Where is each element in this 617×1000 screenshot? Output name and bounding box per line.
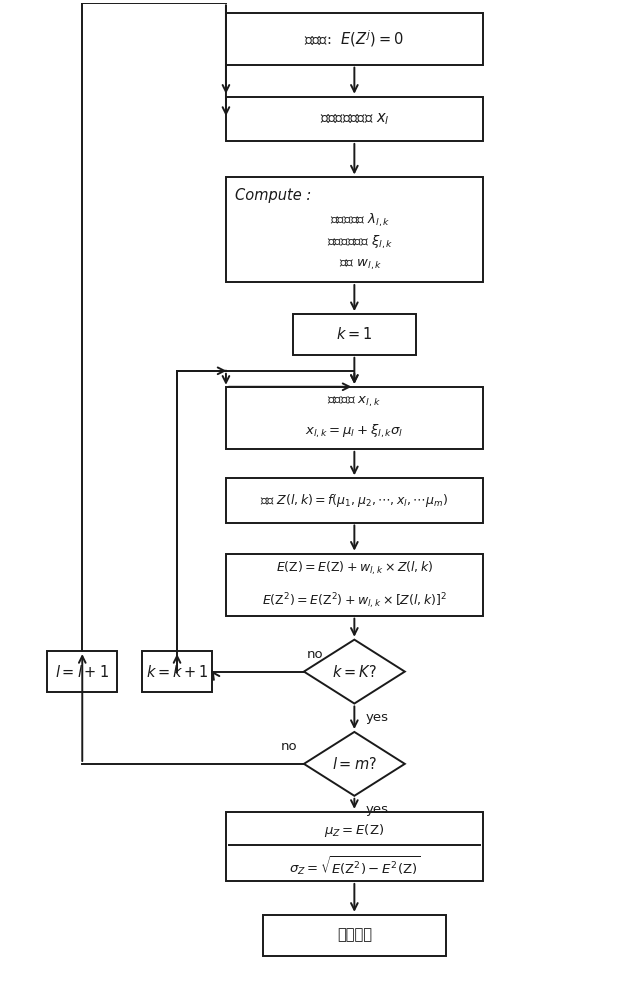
Text: $k=1$: $k=1$ bbox=[336, 326, 373, 342]
FancyBboxPatch shape bbox=[226, 554, 482, 616]
Text: $E(\mathrm{Z}^2)=E(\mathrm{Z}^2)+w_{l,k}\times[Z(l,k)]^2$: $E(\mathrm{Z}^2)=E(\mathrm{Z}^2)+w_{l,k}… bbox=[262, 591, 447, 611]
Polygon shape bbox=[304, 732, 405, 796]
FancyBboxPatch shape bbox=[293, 314, 415, 355]
Text: $k=k+1$: $k=k+1$ bbox=[146, 664, 209, 680]
FancyBboxPatch shape bbox=[226, 13, 482, 65]
FancyBboxPatch shape bbox=[226, 478, 482, 523]
Polygon shape bbox=[304, 640, 405, 704]
Text: no: no bbox=[306, 648, 323, 661]
Text: yes: yes bbox=[365, 711, 388, 724]
Text: 标准中心矩 $\lambda_{l,k}$: 标准中心矩 $\lambda_{l,k}$ bbox=[330, 211, 391, 229]
FancyBboxPatch shape bbox=[226, 97, 482, 141]
Text: $k=K?$: $k=K?$ bbox=[332, 664, 377, 680]
FancyBboxPatch shape bbox=[226, 812, 482, 881]
FancyBboxPatch shape bbox=[226, 177, 482, 282]
FancyBboxPatch shape bbox=[226, 387, 482, 449]
FancyBboxPatch shape bbox=[47, 651, 117, 692]
Text: $\sigma_Z=\sqrt{E(\mathrm{Z}^2)-E^2(\mathrm{Z})}$: $\sigma_Z=\sqrt{E(\mathrm{Z}^2)-E^2(\mat… bbox=[289, 854, 420, 877]
Text: $E(\mathrm{Z})=E(\mathrm{Z})+w_{l,k}\times Z(l,k)$: $E(\mathrm{Z})=E(\mathrm{Z})+w_{l,k}\tim… bbox=[276, 560, 433, 577]
Text: 选择不确定参数 $x_l$: 选择不确定参数 $x_l$ bbox=[320, 111, 389, 127]
Text: no: no bbox=[281, 740, 298, 753]
FancyBboxPatch shape bbox=[263, 915, 446, 956]
Text: 权重 $w_{l,k}$: 权重 $w_{l,k}$ bbox=[339, 257, 383, 272]
Text: $\mu_Z=E(\mathrm{Z})$: $\mu_Z=E(\mathrm{Z})$ bbox=[325, 822, 384, 839]
FancyBboxPatch shape bbox=[142, 651, 212, 692]
Text: $l=m?$: $l=m?$ bbox=[332, 756, 377, 772]
Text: 输出结果: 输出结果 bbox=[337, 928, 372, 943]
Text: Compute :: Compute : bbox=[235, 188, 312, 203]
Text: 初始化:  $E(Z^j)=0$: 初始化: $E(Z^j)=0$ bbox=[304, 29, 404, 49]
Text: 计算参数 $x_{l,k}$: 计算参数 $x_{l,k}$ bbox=[328, 395, 381, 409]
Text: $x_{l,k}=\mu_l+\xi_{l,k}\sigma_l$: $x_{l,k}=\mu_l+\xi_{l,k}\sigma_l$ bbox=[305, 423, 404, 440]
Text: $l=l+1$: $l=l+1$ bbox=[56, 664, 109, 680]
Text: 计算 $Z(l,k)=f(\mu_1,\mu_2,\cdots,x_l,\cdots\mu_m)$: 计算 $Z(l,k)=f(\mu_1,\mu_2,\cdots,x_l,\cdo… bbox=[260, 492, 449, 509]
Text: yes: yes bbox=[365, 803, 388, 816]
Text: 标准位置参数 $\xi_{l,k}$: 标准位置参数 $\xi_{l,k}$ bbox=[327, 234, 394, 251]
